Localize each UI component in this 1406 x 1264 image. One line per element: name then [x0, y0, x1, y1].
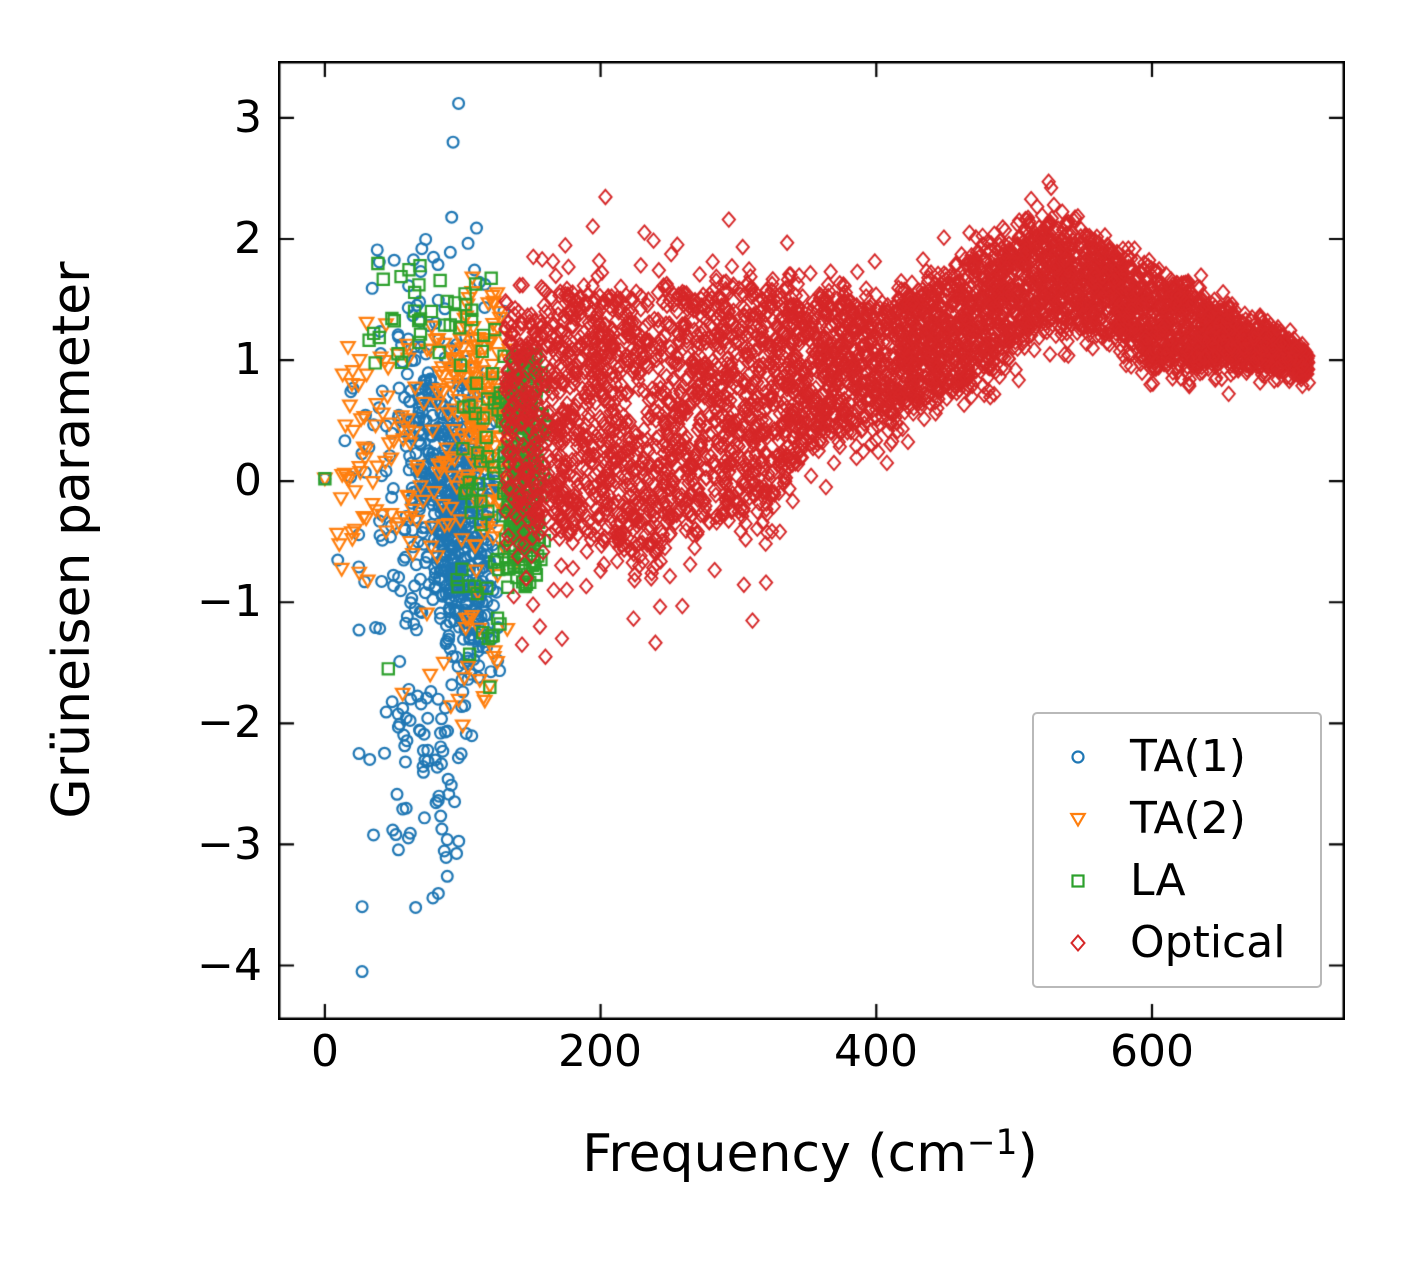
- ytick-label-m1: −1: [197, 576, 262, 627]
- x-axis-label-main: Frequency (cm: [582, 1124, 967, 1184]
- xtick-label-600: 600: [1110, 1026, 1194, 1077]
- legend-item-ta1: TA(1): [1052, 726, 1302, 788]
- ytick-label-3: 3: [234, 92, 262, 143]
- xtick-label-400: 400: [834, 1026, 918, 1077]
- square-marker-icon: [1071, 874, 1085, 888]
- circle-marker-icon: [1071, 750, 1085, 764]
- x-axis-label: Frequency (cm−1): [582, 1126, 1038, 1180]
- legend-item-ta2: TA(2): [1052, 788, 1302, 850]
- legend-label-optical: Optical: [1130, 917, 1286, 968]
- x-axis-label-superscript: −1: [966, 1122, 1018, 1163]
- x-axis-label-close: ): [1017, 1124, 1038, 1184]
- diamond-marker-icon: [1070, 933, 1086, 953]
- legend-item-la: LA: [1052, 850, 1302, 912]
- xtick-label-0: 0: [311, 1026, 339, 1077]
- legend-label-la: LA: [1130, 855, 1186, 906]
- legend: TA(1) TA(2) LA Optical: [1032, 712, 1322, 988]
- ytick-label-m3: −3: [197, 819, 262, 870]
- xtick-label-200: 200: [558, 1026, 642, 1077]
- y-axis-label: Grüneisen parameter: [42, 261, 102, 819]
- triangle-down-marker-icon: [1069, 812, 1087, 828]
- legend-label-ta1: TA(1): [1130, 731, 1246, 782]
- ytick-label-0: 0: [234, 455, 262, 506]
- legend-item-optical: Optical: [1052, 912, 1302, 974]
- ytick-label-2: 2: [234, 213, 262, 264]
- ytick-label-1: 1: [234, 334, 262, 385]
- ytick-label-m2: −2: [197, 697, 262, 748]
- legend-label-ta2: TA(2): [1130, 793, 1246, 844]
- ytick-label-m4: −4: [197, 940, 262, 991]
